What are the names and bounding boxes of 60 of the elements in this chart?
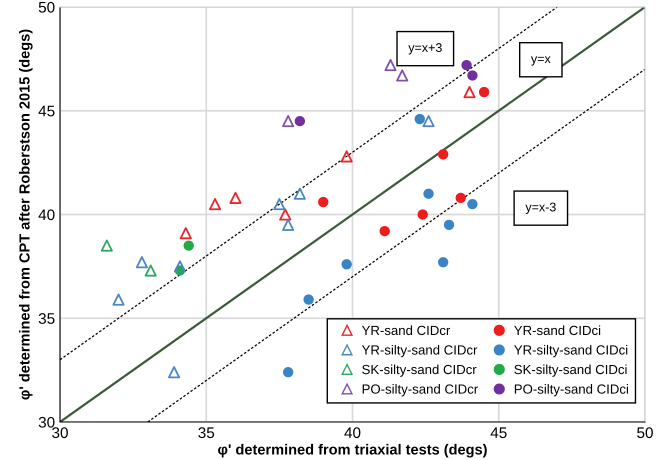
- point: [414, 114, 425, 124]
- legend-label: PO-silty-sand CIDci: [514, 384, 628, 396]
- point: [294, 116, 305, 126]
- point: [283, 367, 294, 378]
- point: [318, 196, 328, 208]
- point: [463, 86, 476, 98]
- point: [294, 188, 306, 200]
- point: [438, 257, 448, 268]
- point: [273, 198, 286, 210]
- point: [282, 115, 294, 128]
- point: [100, 240, 113, 252]
- point: [180, 227, 192, 240]
- point: [208, 198, 222, 210]
- point: [168, 366, 180, 378]
- point: [384, 59, 397, 72]
- legend-label: YR-silty-sand CIDcr: [362, 344, 478, 358]
- x-tick-label: 50: [637, 427, 653, 438]
- point: [461, 60, 472, 70]
- point: [279, 208, 292, 221]
- x-tick-label: 40: [344, 427, 360, 438]
- x-tick-label: 45: [490, 427, 507, 438]
- point: [438, 149, 448, 160]
- point: [478, 86, 490, 98]
- text: y=x+3: [408, 43, 442, 54]
- point: [444, 220, 454, 230]
- y-tick-label: 35: [38, 313, 54, 324]
- text: y=x-3: [525, 202, 556, 214]
- legend-label: SK-silty-sand CIDci: [514, 364, 627, 377]
- point: [136, 256, 148, 268]
- legend-label: YR-silty-sand CIDci: [514, 344, 628, 358]
- y-tick-label: 30: [38, 416, 55, 428]
- point: [396, 69, 408, 82]
- point: [340, 150, 353, 162]
- point: [467, 70, 478, 81]
- point: [112, 294, 125, 306]
- point: [282, 218, 294, 231]
- point: [144, 264, 157, 277]
- point: [184, 240, 194, 251]
- series-label: y=x: [530, 56, 551, 66]
- y-tick-label: 50: [38, 2, 55, 13]
- point: [380, 226, 390, 236]
- point: [456, 192, 466, 204]
- legend-label: YR-sand CIDci: [514, 325, 600, 336]
- point: [174, 260, 186, 272]
- x-axis-title: φ' determined from triaxial tests (degs): [218, 444, 487, 458]
- point: [342, 259, 352, 270]
- legend-label: SK-silty-sand CIDcr: [362, 364, 476, 377]
- point: [229, 192, 242, 204]
- legend-label: PO-silty-sand CIDcr: [362, 384, 478, 396]
- legend-label: YR-sand CIDcr: [362, 325, 450, 336]
- point: [422, 115, 435, 128]
- y-tick-label: 45: [38, 106, 54, 116]
- point: [467, 198, 478, 210]
- x-tick-label: 35: [198, 427, 214, 438]
- y-tick-label: 40: [38, 209, 55, 220]
- point: [423, 188, 434, 199]
- point: [303, 294, 314, 305]
- y-axis-title: φ' determined from CPT after Roberstson 2015 (degs): [18, 30, 33, 400]
- point: [418, 209, 428, 220]
- x-tick-label: 30: [52, 427, 68, 438]
